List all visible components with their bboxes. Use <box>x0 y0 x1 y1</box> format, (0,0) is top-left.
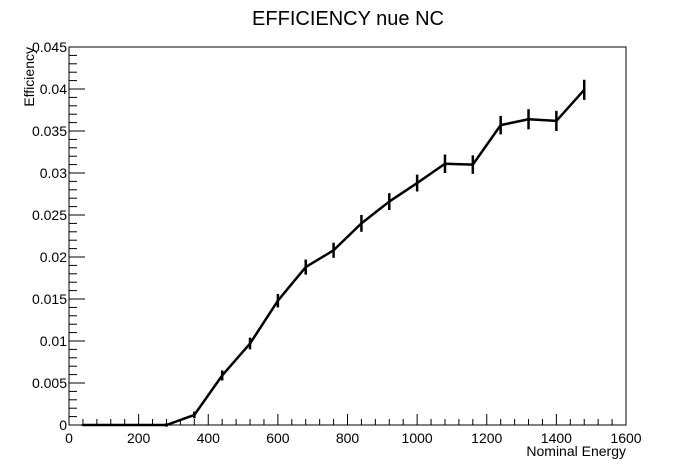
chart-title: EFFICIENCY nue NC <box>252 8 444 30</box>
y-tick-label: 0.025 <box>32 207 67 223</box>
data-point <box>220 370 224 381</box>
data-point <box>332 242 335 258</box>
x-tick-label: 0 <box>65 430 73 446</box>
data-point <box>555 110 558 131</box>
x-axis-label: Nominal Energy <box>526 443 626 459</box>
y-axis-label: Efficiency <box>21 47 37 107</box>
data-point <box>471 155 475 174</box>
y-tick-label: 0 <box>59 417 67 433</box>
x-tick-label: 1200 <box>471 430 502 446</box>
data-point <box>582 79 586 100</box>
x-tick-labels: 0 200 400 600 800 1000 1200 1400 1600 <box>65 430 642 446</box>
data-point <box>276 293 280 308</box>
data-point <box>193 411 196 419</box>
x-tick-label: 400 <box>197 430 221 446</box>
y-tick-label: 0.01 <box>40 333 67 349</box>
data-point <box>304 259 307 275</box>
y-tick-label: 0.02 <box>40 249 67 265</box>
data-point <box>360 215 363 232</box>
data-point <box>248 337 252 350</box>
x-tick-label: 1000 <box>402 430 433 446</box>
x-tick-label: 1600 <box>610 430 641 446</box>
x-tick-label: 800 <box>336 430 360 446</box>
y-tick-label: 0.045 <box>32 39 67 55</box>
x-tick-label: 1400 <box>541 430 572 446</box>
y-tick-label: 0.03 <box>40 165 67 181</box>
data-point <box>388 193 391 210</box>
y-tick-label: 0.035 <box>32 123 67 139</box>
x-tick-label: 200 <box>127 430 151 446</box>
y-tick-label: 0.005 <box>32 375 67 391</box>
data-point <box>415 174 419 192</box>
series-layer <box>81 79 586 427</box>
y-tick-label: 0.015 <box>32 291 67 307</box>
axis-ticks <box>68 46 627 426</box>
data-point <box>443 154 447 173</box>
data-point <box>499 115 502 135</box>
data-point <box>527 109 530 130</box>
x-tick-label: 600 <box>266 430 290 446</box>
y-tick-labels: 0 0.005 0.01 0.015 0.02 0.025 0.03 0.035 0.04 0.0… <box>32 39 67 433</box>
y-tick-label: 0.04 <box>40 81 67 97</box>
data-point <box>165 423 168 427</box>
